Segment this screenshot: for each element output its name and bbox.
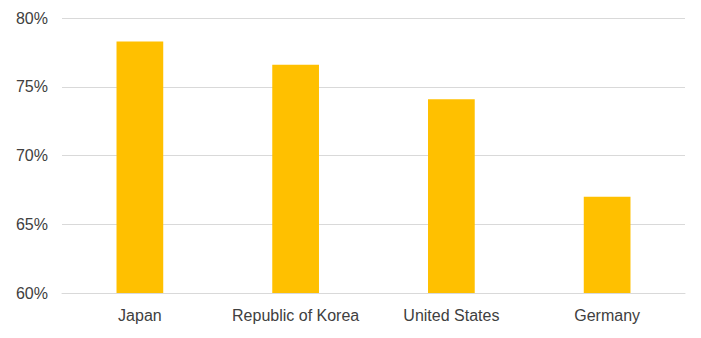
svg-text:70%: 70% [16,147,48,164]
svg-text:75%: 75% [16,78,48,95]
svg-text:Japan: Japan [118,307,162,324]
svg-text:65%: 65% [16,216,48,233]
svg-text:60%: 60% [16,285,48,302]
svg-text:Germany: Germany [574,307,640,324]
svg-text:Republic of Korea: Republic of Korea [232,307,359,324]
svg-text:80%: 80% [16,10,48,27]
svg-text:United States: United States [403,307,499,324]
